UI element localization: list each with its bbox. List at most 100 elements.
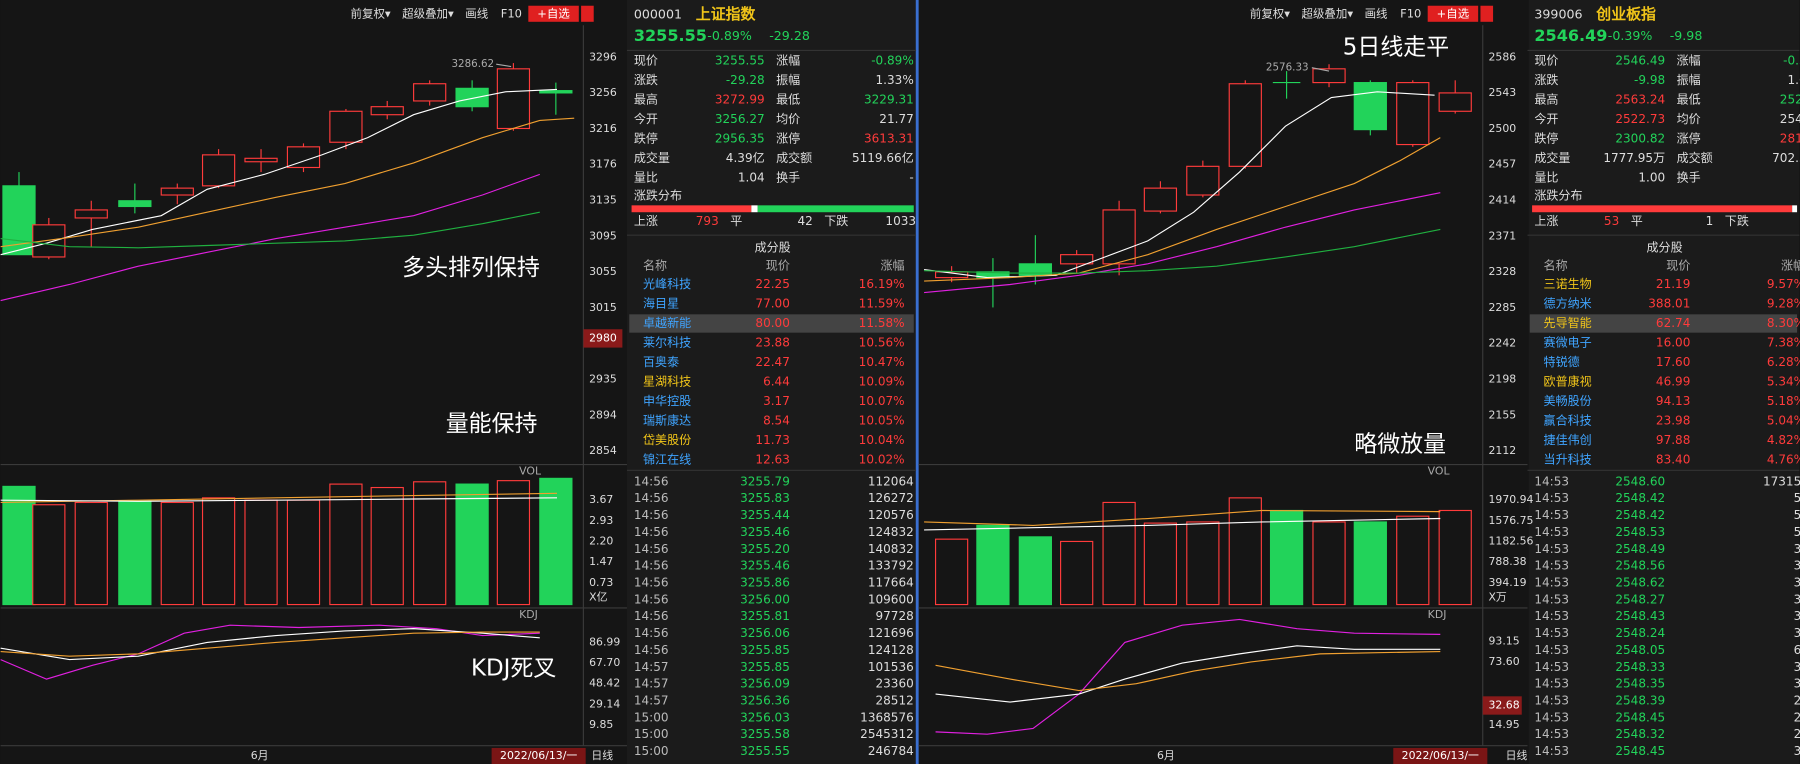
add-watch-menu[interactable]: [1480, 5, 1494, 22]
stat-label: 跌停: [1534, 130, 1558, 145]
tick-volume: 246784: [868, 744, 914, 758]
tick-price: 3255.81: [740, 609, 790, 623]
kdj-axis-label: 86.99: [589, 635, 620, 648]
volume-bar: [329, 483, 363, 606]
price-axis-label: 3296: [589, 50, 617, 63]
stock-name[interactable]: 三诺生物: [1544, 277, 1592, 291]
stock-name[interactable]: 瑞斯康达: [643, 413, 691, 428]
dist-label: 下跌: [1725, 213, 1749, 228]
toolbar-item[interactable]: F10: [1400, 6, 1421, 20]
stock-pct: 9.28%: [1767, 296, 1800, 310]
pct-change: -0.89%: [707, 28, 752, 43]
add-watch-menu[interactable]: [581, 5, 594, 22]
tick-time: 14:53: [1534, 474, 1569, 488]
candle: [1186, 165, 1220, 196]
stock-price: 77.00: [755, 296, 789, 310]
kdj-line: [935, 645, 1441, 703]
tick-time: 15:00: [634, 727, 669, 741]
stock-name[interactable]: 美畅股份: [1544, 394, 1592, 408]
stock-name[interactable]: 卓越新能: [643, 315, 691, 330]
volume-bar: [1186, 521, 1220, 606]
pane-label: VOL: [519, 464, 541, 477]
tick-price: 3255.46: [740, 525, 790, 539]
add-watch-label[interactable]: +自选: [1437, 6, 1470, 20]
stock-name[interactable]: 赢合科技: [1544, 413, 1592, 428]
stock-name[interactable]: 星湖科技: [643, 374, 691, 389]
toolbar-item[interactable]: 前复权▾: [351, 6, 391, 20]
tick-volume: 386: [1794, 660, 1800, 674]
stock-name[interactable]: 捷佳伟创: [1544, 433, 1592, 447]
vol-axis-label: 2.20: [589, 534, 613, 547]
stock-name[interactable]: 赛微电子: [1544, 334, 1592, 349]
stat-value: -0.39: [1783, 53, 1800, 67]
toolbar-item[interactable]: 画线: [1365, 6, 1388, 20]
toolbar-item[interactable]: 前复权▾: [1250, 6, 1290, 20]
tick-time: 14:53: [1534, 677, 1569, 691]
stock-name[interactable]: 先导智能: [1544, 315, 1592, 330]
add-watch-button[interactable]: [528, 5, 579, 22]
price-axis-label: 2894: [589, 408, 617, 421]
tick-time: 14:56: [634, 643, 669, 657]
add-watch-button[interactable]: [1427, 5, 1479, 22]
toolbar-item[interactable]: 超级叠加▾: [1302, 6, 1354, 20]
stock-price: 8.54: [763, 414, 790, 428]
price-axis-label: 2328: [1488, 265, 1516, 278]
toolbar-item[interactable]: 超级叠加▾: [402, 6, 454, 20]
vol-axis-label: 1182.56: [1488, 534, 1533, 547]
stock-price: 6.44: [763, 375, 790, 389]
kdj-axis-label: 73.60: [1488, 655, 1519, 668]
stock-name[interactable]: 德方纳米: [1544, 295, 1592, 310]
toolbar-item[interactable]: F10: [501, 6, 522, 20]
toolbar-item[interactable]: 画线: [465, 6, 488, 20]
col-header: 涨幅: [881, 258, 905, 273]
vol-axis-label: 2.93: [589, 514, 613, 527]
tick-volume: 120576: [868, 508, 914, 522]
price-axis-label: 3256: [589, 86, 617, 99]
stock-name[interactable]: 莱尔科技: [643, 334, 691, 349]
stock-name[interactable]: 光峰科技: [643, 277, 691, 291]
index-name: 上证指数: [696, 5, 756, 23]
row-highlight: [1529, 314, 1798, 333]
price-axis-label: 2586: [1488, 50, 1516, 63]
tick-volume: 392: [1794, 744, 1800, 758]
stock-name[interactable]: 当升科技: [1544, 453, 1592, 467]
kdj-axis-label: 9.85: [589, 718, 613, 731]
stock-name[interactable]: 百奥泰: [643, 355, 679, 369]
period-label[interactable]: 日线: [591, 748, 613, 762]
high-leader: [1311, 67, 1330, 72]
candle: [286, 146, 321, 169]
tick-price: 2548.27: [1615, 592, 1665, 606]
tick-time: 14:53: [1534, 592, 1569, 606]
tick-time: 14:53: [1534, 491, 1569, 505]
dist-up-count: 53: [1604, 214, 1619, 228]
stock-pct: 10.09%: [859, 375, 905, 389]
tick-price: 3255.85: [740, 660, 790, 674]
stock-name[interactable]: 锦江在线: [643, 453, 691, 467]
stat-value: -: [909, 170, 913, 184]
period-label[interactable]: 日线: [1506, 748, 1528, 762]
stock-pct: 10.04%: [859, 433, 905, 447]
volume-bar: [455, 483, 489, 606]
dist-up: [631, 205, 752, 213]
volume-bar: [1396, 515, 1430, 606]
tick-price: 3256.36: [740, 694, 790, 708]
price-axis-label: 3216: [589, 122, 617, 135]
stock-price: 11.73: [755, 433, 789, 447]
tick-volume: 336: [1794, 575, 1800, 589]
add-watch-label[interactable]: +自选: [537, 6, 570, 20]
tick-volume: 678: [1794, 643, 1800, 657]
vol-axis-label: 1.47: [589, 555, 613, 568]
tick-time: 14:57: [634, 694, 669, 708]
candle: [1353, 82, 1387, 131]
stock-name[interactable]: 岱美股份: [643, 433, 691, 447]
stock-name[interactable]: 特锐德: [1544, 354, 1580, 369]
candle: [1143, 187, 1178, 212]
dist-up-count: 793: [696, 214, 719, 228]
stock-pct: 7.38%: [1767, 335, 1800, 349]
tick-volume: 395: [1794, 626, 1800, 640]
volume-bar: [1438, 509, 1472, 606]
volume-bar: [370, 486, 404, 606]
stock-name[interactable]: 海目星: [643, 295, 679, 310]
stock-name[interactable]: 欧普康视: [1544, 374, 1592, 389]
stock-name[interactable]: 申华控股: [643, 393, 691, 408]
